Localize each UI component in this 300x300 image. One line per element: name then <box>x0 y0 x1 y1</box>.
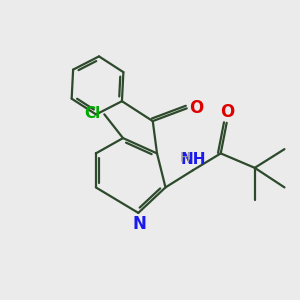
Text: Cl: Cl <box>84 106 101 121</box>
Text: NH: NH <box>181 152 206 167</box>
Text: H: H <box>180 151 190 165</box>
Text: N: N <box>132 215 146 233</box>
Text: O: O <box>189 99 203 117</box>
Text: O: O <box>220 103 235 121</box>
